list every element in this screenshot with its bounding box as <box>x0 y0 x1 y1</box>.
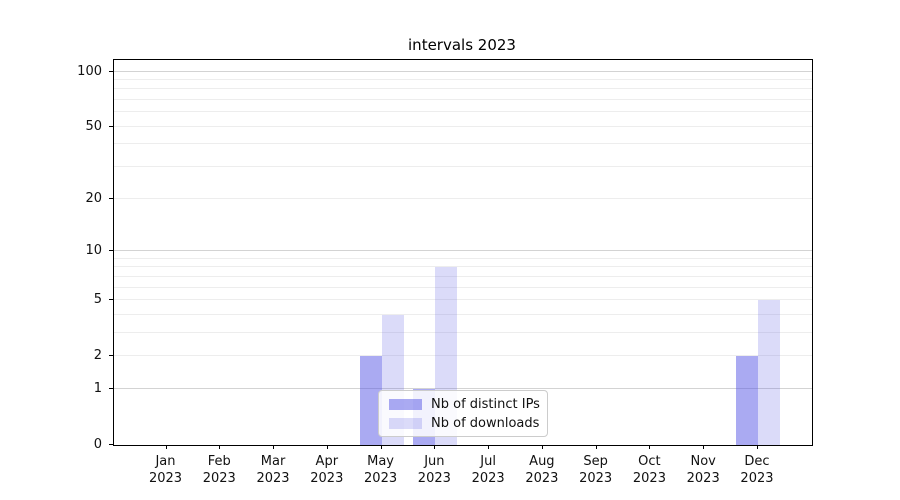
chart-title: intervals 2023 <box>408 36 516 54</box>
y-tick-mark-2 <box>109 355 113 357</box>
bar-may-distinct-ips <box>359 356 382 445</box>
x-tick-mark-jan <box>165 445 167 449</box>
x-tick-label-dec: Dec 2023 <box>740 454 774 486</box>
x-tick-mark-feb <box>219 445 221 449</box>
x-tick-mark-jun <box>434 445 436 449</box>
gridline-y-10 <box>114 249 812 251</box>
gridline-y-40 <box>114 143 812 145</box>
distinct-ips-swatch <box>389 398 422 410</box>
legend-label: Nb of downloads <box>431 415 540 431</box>
x-tick-mark-aug <box>541 445 543 449</box>
gridline-y-90 <box>114 78 812 80</box>
x-tick-mark-mar <box>273 445 275 449</box>
gridline-y-4 <box>114 313 812 315</box>
x-tick-label-jul: Jul 2023 <box>471 454 505 486</box>
legend-label: Nb of distinct IPs <box>431 396 540 412</box>
x-tick-label-jun: Jun 2023 <box>417 454 451 486</box>
gridline-y-60 <box>114 111 812 113</box>
x-tick-label-may: May 2023 <box>364 454 398 486</box>
y-tick-label-1: 1 <box>93 380 102 396</box>
gridline-y-1 <box>114 387 812 389</box>
gridline-y-30 <box>114 166 812 168</box>
legend-item-downloads: Nb of downloads <box>389 415 540 431</box>
x-tick-mark-dec <box>756 445 758 449</box>
legend-item-distinct-ips: Nb of distinct IPs <box>389 396 540 412</box>
y-tick-mark-1 <box>109 387 113 389</box>
gridline-y-9 <box>114 257 812 259</box>
gridline-y-80 <box>114 88 812 90</box>
y-tick-mark-20 <box>109 197 113 199</box>
y-tick-mark-10 <box>109 249 113 251</box>
gridline-y-2 <box>114 355 812 357</box>
gridline-y-100 <box>114 70 812 72</box>
y-tick-label-0: 0 <box>93 437 102 452</box>
gridline-y-70 <box>114 99 812 101</box>
x-tick-mark-sep <box>595 445 597 449</box>
y-tick-mark-100 <box>109 70 113 72</box>
plot-area: Nb of distinct IPs Nb of downloads <box>113 59 813 446</box>
x-tick-label-feb: Feb 2023 <box>202 454 236 486</box>
x-tick-label-oct: Oct 2023 <box>632 454 666 486</box>
bar-dec-downloads <box>757 300 780 445</box>
gridline-y-50 <box>114 125 812 127</box>
downloads-swatch <box>389 417 422 429</box>
y-tick-mark-0 <box>109 444 113 445</box>
x-tick-label-apr: Apr 2023 <box>310 454 344 486</box>
x-tick-mark-jul <box>488 445 490 449</box>
y-tick-mark-50 <box>109 125 113 127</box>
legend: Nb of distinct IPs Nb of downloads <box>378 390 548 437</box>
y-tick-mark-5 <box>109 298 113 300</box>
x-tick-label-sep: Sep 2023 <box>579 454 613 486</box>
gridline-y-20 <box>114 197 812 199</box>
y-tick-label-50: 50 <box>85 118 102 134</box>
x-tick-label-aug: Aug 2023 <box>525 454 559 486</box>
x-tick-label-jan: Jan 2023 <box>148 454 183 486</box>
y-tick-label-5: 5 <box>93 291 102 307</box>
y-tick-label-100: 100 <box>77 63 102 79</box>
y-tick-label-20: 20 <box>85 190 102 206</box>
x-tick-mark-apr <box>326 445 328 449</box>
gridline-y-8 <box>114 266 812 268</box>
bar-dec-distinct-ips <box>735 356 758 445</box>
gridline-y-6 <box>114 286 812 288</box>
x-tick-mark-may <box>380 445 382 449</box>
x-tick-label-nov: Nov 2023 <box>686 454 720 486</box>
gridline-y-5 <box>114 299 812 300</box>
gridline-y-7 <box>114 275 812 277</box>
x-tick-mark-oct <box>649 445 651 449</box>
gridline-y-3 <box>114 331 812 333</box>
x-tick-label-mar: Mar 2023 <box>256 454 290 486</box>
x-tick-mark-nov <box>703 445 705 449</box>
y-tick-label-10: 10 <box>85 242 102 258</box>
y-tick-label-2: 2 <box>93 348 102 364</box>
